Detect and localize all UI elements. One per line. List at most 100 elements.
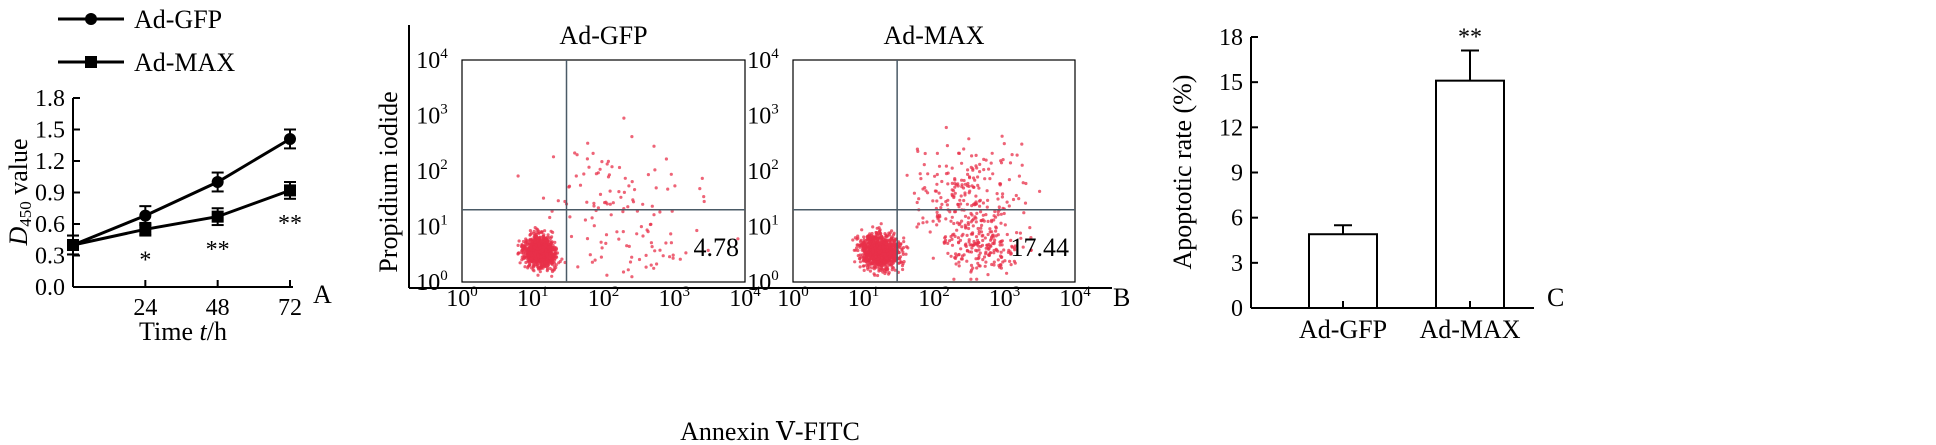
- event-dot: [980, 243, 985, 247]
- event-dot: [956, 184, 960, 188]
- event-dot: [592, 204, 596, 208]
- event-dot: [556, 199, 560, 203]
- event-dot: [999, 159, 1003, 163]
- event-dot: [959, 202, 963, 206]
- event-dot: [928, 230, 932, 234]
- event-dot: [971, 167, 975, 171]
- event-dot: [567, 184, 572, 188]
- event-dot: [986, 198, 990, 202]
- event-dot: [978, 204, 982, 208]
- event-dot: [1002, 142, 1006, 146]
- event-dot: [992, 248, 996, 253]
- y-tick-label: 100: [416, 268, 448, 296]
- event-dot: [1020, 142, 1024, 146]
- y-axis-title-unit: value: [4, 138, 33, 201]
- event-dot: [976, 175, 980, 179]
- event-dot: [518, 261, 522, 265]
- data-point-ad-gfp: [284, 132, 296, 145]
- event-dot: [982, 255, 987, 259]
- y-tick-label: 104: [747, 46, 779, 74]
- event-dot: [1010, 153, 1014, 157]
- y-axis-title: Apoptotic rate (%): [1168, 75, 1197, 270]
- event-dot: [890, 229, 894, 233]
- event-dot: [864, 250, 869, 254]
- event-dot: [1019, 236, 1023, 240]
- event-dot: [521, 244, 525, 248]
- event-dot: [943, 240, 947, 244]
- event-dot: [653, 249, 657, 253]
- event-dot: [956, 236, 961, 240]
- event-dot: [983, 177, 987, 181]
- event-dot: [590, 260, 595, 264]
- event-dot: [918, 172, 922, 176]
- event-dot: [931, 219, 935, 223]
- event-dot: [972, 185, 976, 189]
- event-dot: [959, 194, 963, 198]
- event-dot: [516, 174, 520, 178]
- event-dot: [969, 232, 974, 236]
- tick-base: 10: [416, 48, 440, 74]
- event-dot: [977, 232, 981, 236]
- tick-exponent: 1: [440, 213, 448, 229]
- event-dot: [853, 260, 857, 264]
- event-dot: [958, 198, 962, 202]
- event-dot: [652, 144, 656, 148]
- event-dot: [938, 213, 942, 217]
- tick-exponent: 1: [771, 213, 779, 229]
- event-dot: [891, 259, 896, 263]
- event-dot: [544, 248, 548, 252]
- event-dot: [976, 261, 980, 265]
- event-dot: [906, 246, 910, 250]
- event-dot: [658, 248, 662, 252]
- event-dot: [1013, 244, 1017, 248]
- legend-marker-ad-gfp: [85, 13, 97, 25]
- event-dot: [544, 261, 548, 265]
- event-dot: [901, 252, 905, 256]
- tick-base: 10: [989, 286, 1013, 312]
- event-dot: [516, 243, 520, 247]
- event-dot: [611, 201, 615, 205]
- event-dot: [875, 244, 879, 248]
- event-dot: [876, 273, 880, 278]
- event-dot: [884, 256, 889, 260]
- event-dot: [977, 256, 981, 260]
- event-dot: [540, 230, 544, 234]
- event-dot: [529, 257, 534, 261]
- event-dot: [851, 238, 855, 242]
- data-point-ad-max: [211, 210, 224, 223]
- event-dot: [626, 205, 630, 209]
- series-line-ad-max: [72, 188, 291, 247]
- event-dot: [517, 251, 521, 255]
- event-dot: [625, 244, 629, 248]
- event-dot: [628, 260, 633, 264]
- event-dot: [649, 263, 653, 267]
- event-dot: [974, 202, 978, 206]
- event-dot: [980, 234, 984, 238]
- y-tick-label: 0.3: [35, 244, 65, 270]
- event-dot: [555, 251, 560, 255]
- tick-base: 10: [416, 104, 440, 130]
- event-dot: [897, 256, 901, 260]
- y-tick-label: 104: [416, 46, 448, 74]
- event-dot: [1021, 245, 1025, 249]
- event-dot: [547, 235, 551, 239]
- x-axis-title-variable: t: [200, 317, 208, 346]
- event-dot: [627, 244, 631, 248]
- event-dot: [652, 213, 656, 217]
- event-dot: [953, 191, 957, 195]
- event-dot: [622, 116, 626, 120]
- event-dot: [945, 203, 950, 207]
- tick-base: 10: [416, 215, 440, 241]
- event-dot: [960, 254, 965, 258]
- event-dot: [526, 266, 530, 270]
- event-dot: [855, 246, 859, 250]
- event-dot: [975, 266, 979, 270]
- quadrant-percentage: 17.44: [1011, 233, 1070, 262]
- y-tick-label: 9: [1231, 161, 1243, 187]
- event-dot: [537, 261, 541, 265]
- tick-base: 10: [747, 159, 771, 185]
- event-dot: [987, 253, 991, 257]
- event-dot: [978, 264, 982, 268]
- tick-exponent: 4: [1083, 284, 1091, 300]
